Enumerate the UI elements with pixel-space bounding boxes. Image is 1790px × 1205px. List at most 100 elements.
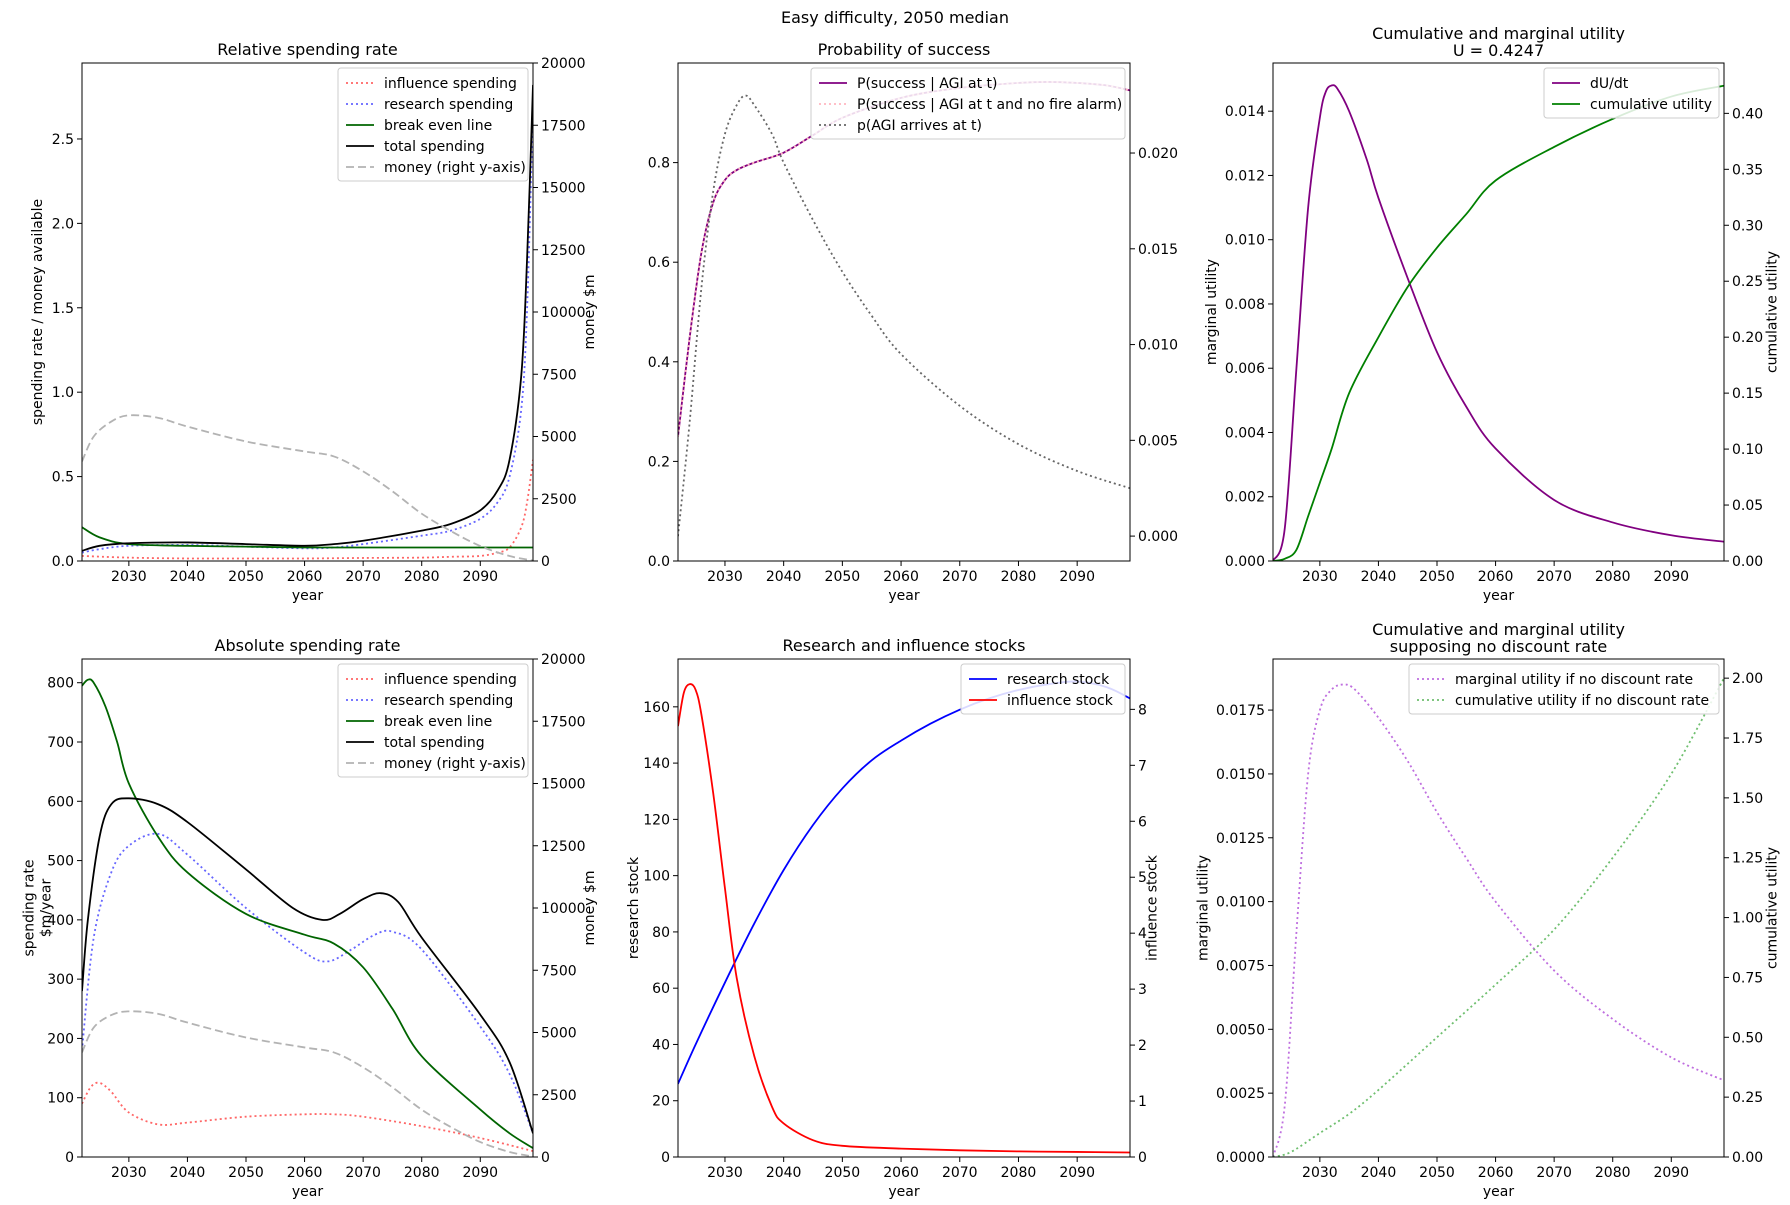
series-line-2: [82, 678, 533, 1149]
x-axis-label: year: [888, 588, 919, 604]
chart-subtitle: supposing no discount rate: [1390, 637, 1607, 656]
y-tick-label: 200: [47, 1031, 74, 1047]
series-line-1: [678, 683, 1130, 1154]
x-tick-label: 2060: [287, 569, 323, 585]
y-axis-label: marginal utility: [1195, 855, 1211, 961]
y2-tick-label: 0.005: [1138, 433, 1178, 449]
y-tick-label: 0.0100: [1216, 895, 1265, 911]
chart-title: Probability of success: [818, 40, 991, 59]
y-tick-label: 400: [47, 913, 74, 929]
y-tick-label: 700: [47, 735, 74, 751]
y-tick-label: 0.006: [1225, 361, 1265, 377]
y2-tick-label: 7: [1138, 758, 1147, 774]
y2-tick-label: 1.00: [1732, 911, 1763, 927]
y2-tick-label: 10000: [541, 901, 586, 917]
y-tick-label: 100: [643, 869, 670, 885]
y-tick-label: 0.0: [648, 554, 670, 570]
y-tick-label: 0: [661, 1150, 670, 1166]
plot-frame: [677, 62, 1131, 562]
legend: influence spending research spending break…: [337, 67, 529, 182]
x-axis-label: year: [292, 1184, 323, 1200]
y-tick-label: 0.004: [1225, 425, 1265, 441]
series-lines: [82, 84, 533, 561]
x-tick-label: 2060: [883, 1165, 919, 1181]
y-tick-label: 0: [65, 1150, 74, 1166]
y-tick-label: 500: [47, 854, 74, 870]
series-line-0: [1273, 84, 1724, 561]
y2-tick-label: 0.015: [1138, 242, 1178, 258]
y2-tick-label: 1.75: [1732, 731, 1763, 747]
legend-label: p(AGI arrives at t): [857, 118, 982, 134]
y2-tick-label: 20000: [541, 56, 586, 72]
y2-tick-label: 1: [1138, 1094, 1147, 1110]
y-axis-label: $m/year: [39, 879, 55, 938]
x-axis-label: year: [1483, 1184, 1514, 1200]
legend-label: total spending: [384, 139, 485, 155]
legend-label: money (right y-axis): [384, 160, 526, 176]
y2-tick-label: 20000: [541, 652, 586, 668]
y2-tick-label: 10000: [541, 305, 586, 321]
legend-label: research spending: [384, 97, 513, 113]
legend-box: [810, 67, 1126, 140]
y2-tick-label: 1.25: [1732, 851, 1763, 867]
y-tick-label: 20: [652, 1094, 670, 1110]
y2-tick-label: 0.75: [1732, 970, 1763, 986]
series-line-2: [82, 526, 533, 549]
x-tick-label: 2070: [345, 569, 381, 585]
series-line-0: [82, 1081, 533, 1152]
y2-axis-label: money $m: [582, 871, 598, 946]
series-line-1: [82, 832, 533, 1134]
x-tick-label: 2090: [1653, 569, 1689, 585]
x-axis-label: year: [292, 588, 323, 604]
x-tick-label: 2090: [1059, 569, 1095, 585]
series-line-4: [82, 1010, 533, 1157]
series-line-1: [1273, 84, 1724, 561]
y-axis-label: marginal utility: [1204, 259, 1220, 365]
series-lines: [1273, 84, 1724, 561]
legend: dU/dt cumulative utility: [1543, 67, 1720, 119]
y2-tick-label: 0.50: [1732, 1030, 1763, 1046]
x-tick-label: 2070: [1536, 569, 1572, 585]
y2-tick-label: 0.000: [1138, 529, 1178, 545]
y-tick-label: 0.000: [1225, 554, 1265, 570]
y2-tick-label: 15000: [541, 181, 586, 197]
legend-label: money (right y-axis): [384, 756, 526, 772]
x-tick-label: 2030: [1302, 569, 1338, 585]
y2-tick-label: 3: [1138, 982, 1147, 998]
y2-tick-label: 2500: [541, 1088, 577, 1104]
y-tick-label: 0.6: [648, 255, 670, 271]
x-tick-label: 2050: [825, 1165, 861, 1181]
legend-label: cumulative utility: [1590, 97, 1712, 113]
y2-tick-label: 17500: [541, 714, 586, 730]
y2-tick-label: 17500: [541, 118, 586, 134]
y-tick-label: 0.0125: [1216, 831, 1265, 847]
y-tick-label: 140: [643, 756, 670, 772]
y2-tick-label: 12500: [541, 839, 586, 855]
figure-title: Easy difficulty, 2050 median: [781, 8, 1009, 27]
y-tick-label: 0.0050: [1216, 1022, 1265, 1038]
y-tick-label: 0.012: [1225, 168, 1265, 184]
x-tick-label: 2090: [1059, 1165, 1095, 1181]
y-tick-label: 0.5: [52, 470, 74, 486]
y2-axis-label: cumulative utility: [1764, 251, 1780, 373]
legend-label: research stock: [1007, 672, 1110, 688]
y2-tick-label: 0: [541, 1150, 550, 1166]
series-lines: [1273, 677, 1724, 1157]
y-tick-label: 100: [47, 1091, 74, 1107]
x-tick-label: 2080: [1001, 569, 1037, 585]
chart-prob: Probability of success 2030 2040 2050 2060 20…: [648, 40, 1178, 604]
x-tick-label: 2070: [942, 569, 978, 585]
y2-axis-label: influence stock: [1145, 854, 1161, 961]
x-tick-label: 2040: [1361, 1165, 1397, 1181]
x-tick-label: 2080: [404, 569, 440, 585]
y-tick-label: 0.0000: [1216, 1150, 1265, 1166]
legend-label: research spending: [384, 693, 513, 709]
y2-tick-label: 0.00: [1732, 1150, 1763, 1166]
series-line-1: [1273, 677, 1724, 1157]
y-tick-label: 1.5: [52, 301, 74, 317]
chart-title: Absolute spending rate: [215, 636, 401, 655]
y-tick-label: 120: [643, 812, 670, 828]
x-tick-label: 2080: [1595, 569, 1631, 585]
y2-tick-label: 0.05: [1732, 498, 1763, 514]
